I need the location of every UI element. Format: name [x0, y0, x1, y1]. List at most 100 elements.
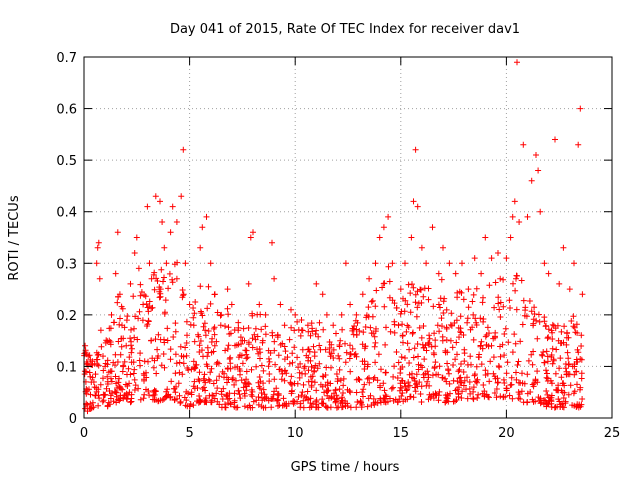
data-point — [116, 384, 123, 391]
data-point — [426, 339, 433, 346]
data-point — [230, 375, 236, 381]
data-point — [259, 337, 266, 344]
data-point — [208, 339, 215, 345]
data-point — [520, 141, 527, 148]
data-point — [331, 395, 338, 402]
data-point — [459, 260, 465, 267]
data-point — [509, 395, 516, 402]
data-point — [316, 342, 323, 349]
data-point — [121, 358, 128, 365]
data-point — [372, 328, 379, 335]
data-point — [455, 368, 462, 375]
data-point — [434, 322, 441, 329]
data-point — [175, 380, 182, 387]
data-point — [276, 402, 283, 409]
data-point — [210, 348, 217, 355]
data-point — [557, 401, 564, 408]
data-point — [407, 393, 414, 400]
data-point — [275, 352, 282, 359]
data-point — [110, 319, 117, 326]
data-point — [161, 274, 167, 281]
data-point — [365, 313, 372, 320]
data-point — [137, 362, 143, 369]
data-point — [555, 337, 562, 344]
data-point — [237, 352, 243, 359]
data-point — [406, 360, 413, 366]
data-point — [387, 395, 393, 402]
data-point — [429, 224, 436, 231]
data-point — [324, 388, 331, 395]
data-point — [184, 365, 191, 371]
data-point — [430, 303, 437, 310]
data-point — [160, 351, 167, 357]
data-point — [131, 250, 138, 256]
data-point — [524, 371, 531, 378]
data-point — [205, 283, 212, 290]
data-point — [456, 375, 463, 382]
data-point — [402, 383, 409, 390]
data-point — [418, 399, 425, 405]
data-point — [92, 392, 99, 399]
data-point — [446, 260, 453, 267]
data-point — [307, 357, 314, 364]
data-point — [178, 193, 185, 200]
data-point — [132, 313, 139, 320]
data-point — [534, 335, 541, 342]
data-point — [108, 368, 115, 375]
data-point — [304, 388, 311, 395]
data-point — [418, 334, 425, 341]
data-point — [96, 395, 103, 402]
data-point — [313, 280, 320, 287]
data-point — [95, 239, 102, 246]
data-point — [390, 373, 397, 380]
data-point — [308, 363, 315, 370]
data-point — [108, 378, 115, 385]
data-point — [357, 398, 364, 404]
data-point — [469, 298, 476, 305]
data-point — [201, 377, 208, 384]
data-point — [528, 308, 535, 315]
data-point — [491, 390, 498, 396]
data-point — [129, 345, 135, 352]
data-point — [529, 381, 536, 388]
data-point — [162, 297, 169, 304]
data-point — [531, 380, 538, 387]
data-point — [214, 309, 221, 316]
data-point — [530, 320, 537, 327]
data-point — [171, 261, 178, 268]
data-point — [549, 380, 555, 387]
data-point — [228, 301, 235, 308]
data-point — [237, 371, 243, 378]
data-point — [362, 324, 369, 330]
data-point — [541, 260, 548, 267]
data-point — [410, 284, 417, 291]
data-point — [336, 366, 343, 373]
data-point — [190, 358, 197, 365]
data-point — [167, 346, 174, 353]
data-point — [179, 287, 186, 293]
data-point — [488, 255, 495, 262]
data-point — [443, 325, 450, 332]
data-point — [409, 330, 416, 337]
data-point — [180, 146, 187, 153]
data-point — [375, 351, 382, 358]
data-point — [519, 370, 525, 377]
data-point — [162, 393, 169, 400]
data-point — [565, 391, 572, 398]
data-point — [428, 343, 435, 350]
data-point — [218, 311, 225, 318]
data-point — [372, 339, 379, 346]
data-point — [112, 351, 119, 358]
data-point — [556, 365, 563, 372]
data-point — [446, 380, 453, 387]
data-point — [112, 270, 119, 277]
data-point — [480, 294, 486, 301]
data-point — [86, 405, 93, 412]
data-point — [131, 325, 137, 332]
data-point — [248, 386, 255, 393]
data-point — [218, 388, 225, 395]
data-point — [509, 349, 516, 356]
data-point — [423, 260, 430, 267]
data-point — [211, 342, 218, 349]
y-tick-label: 0.6 — [56, 103, 77, 118]
